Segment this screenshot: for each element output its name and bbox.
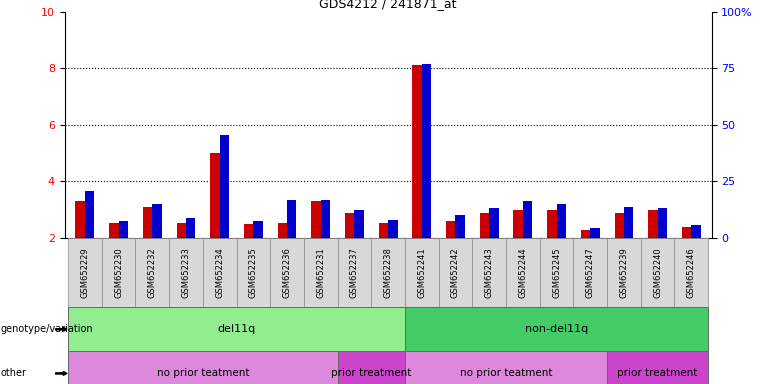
Text: GSM652234: GSM652234 bbox=[215, 247, 224, 298]
Bar bbox=[135, 238, 169, 307]
Bar bbox=[152, 204, 162, 238]
Text: GSM652235: GSM652235 bbox=[249, 247, 258, 298]
Bar bbox=[473, 238, 506, 307]
Bar bbox=[169, 238, 203, 307]
Bar bbox=[102, 238, 135, 307]
Bar bbox=[405, 351, 607, 384]
Bar bbox=[379, 222, 388, 238]
Bar bbox=[270, 238, 304, 307]
Bar bbox=[186, 218, 196, 238]
Text: GSM652230: GSM652230 bbox=[114, 247, 123, 298]
Bar bbox=[674, 238, 708, 307]
Text: other: other bbox=[1, 368, 27, 379]
Bar bbox=[405, 307, 708, 351]
Bar bbox=[607, 238, 641, 307]
Text: del11q: del11q bbox=[218, 324, 256, 334]
Text: prior treatment: prior treatment bbox=[331, 368, 412, 379]
Text: GSM652233: GSM652233 bbox=[181, 247, 190, 298]
Text: GSM652237: GSM652237 bbox=[350, 247, 359, 298]
Bar bbox=[658, 209, 667, 238]
Bar bbox=[615, 213, 624, 238]
Bar bbox=[456, 215, 465, 238]
Bar bbox=[75, 201, 85, 238]
Bar bbox=[85, 191, 94, 238]
Bar bbox=[438, 238, 473, 307]
Bar bbox=[479, 213, 489, 238]
Bar bbox=[682, 227, 691, 238]
Bar bbox=[573, 238, 607, 307]
Bar bbox=[591, 228, 600, 238]
Bar bbox=[514, 210, 523, 238]
Bar bbox=[109, 222, 119, 238]
Text: GSM652247: GSM652247 bbox=[586, 247, 595, 298]
Bar bbox=[691, 225, 701, 238]
Bar bbox=[547, 210, 556, 238]
Text: GSM652232: GSM652232 bbox=[148, 247, 157, 298]
Bar bbox=[244, 224, 253, 238]
Bar bbox=[581, 230, 591, 238]
Bar bbox=[177, 222, 186, 238]
Bar bbox=[388, 220, 397, 238]
Bar bbox=[624, 207, 633, 238]
Bar bbox=[237, 238, 270, 307]
Text: GSM652231: GSM652231 bbox=[317, 247, 325, 298]
Bar bbox=[287, 200, 297, 238]
Bar bbox=[304, 238, 338, 307]
Bar bbox=[203, 238, 237, 307]
Text: no prior teatment: no prior teatment bbox=[157, 368, 249, 379]
Bar bbox=[506, 238, 540, 307]
Bar bbox=[220, 135, 229, 238]
Bar bbox=[422, 64, 431, 238]
Bar bbox=[278, 222, 287, 238]
Text: GSM652238: GSM652238 bbox=[384, 247, 393, 298]
Text: GSM652246: GSM652246 bbox=[687, 247, 696, 298]
Bar bbox=[371, 238, 405, 307]
Bar bbox=[412, 65, 422, 238]
Bar bbox=[68, 351, 338, 384]
Text: GSM652239: GSM652239 bbox=[619, 247, 629, 298]
Text: GSM652244: GSM652244 bbox=[518, 247, 527, 298]
Bar bbox=[338, 351, 405, 384]
Text: non-del11q: non-del11q bbox=[525, 324, 588, 334]
Bar bbox=[338, 238, 371, 307]
Text: genotype/variation: genotype/variation bbox=[1, 324, 94, 334]
Bar bbox=[446, 221, 456, 238]
Text: GSM652241: GSM652241 bbox=[417, 247, 426, 298]
Text: GSM652236: GSM652236 bbox=[282, 247, 291, 298]
Bar bbox=[320, 200, 330, 238]
Bar bbox=[607, 351, 708, 384]
Text: GSM652229: GSM652229 bbox=[81, 247, 89, 298]
Bar bbox=[648, 210, 658, 238]
Text: GSM652242: GSM652242 bbox=[451, 247, 460, 298]
Bar bbox=[253, 221, 263, 238]
Bar bbox=[210, 153, 220, 238]
Text: GSM652243: GSM652243 bbox=[485, 247, 494, 298]
Text: prior treatment: prior treatment bbox=[617, 368, 698, 379]
Bar bbox=[68, 238, 102, 307]
Bar bbox=[523, 201, 532, 238]
Bar bbox=[345, 213, 355, 238]
Bar bbox=[119, 221, 128, 238]
Bar bbox=[68, 307, 405, 351]
Text: no prior teatment: no prior teatment bbox=[460, 368, 552, 379]
Bar bbox=[405, 238, 438, 307]
Bar bbox=[143, 207, 152, 238]
Bar bbox=[556, 204, 566, 238]
Title: GDS4212 / 241871_at: GDS4212 / 241871_at bbox=[320, 0, 457, 10]
Text: GSM652245: GSM652245 bbox=[552, 247, 561, 298]
Bar bbox=[540, 238, 573, 307]
Bar bbox=[641, 238, 674, 307]
Bar bbox=[355, 210, 364, 238]
Text: GSM652240: GSM652240 bbox=[653, 247, 662, 298]
Bar bbox=[489, 209, 498, 238]
Bar bbox=[311, 201, 320, 238]
